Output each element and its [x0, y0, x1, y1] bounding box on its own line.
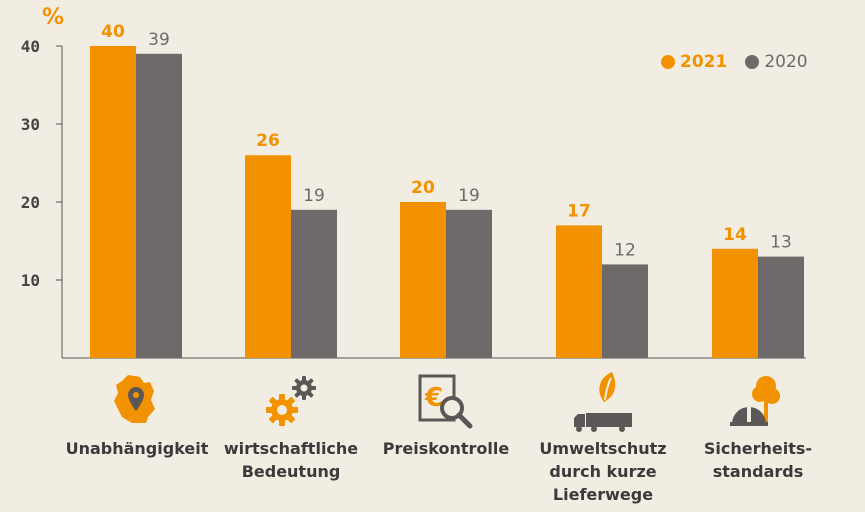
helmet-tree-icon	[730, 376, 780, 426]
category-label-preiskontrolle: Preiskontrolle	[382, 439, 510, 458]
legend-item-2020: 2020	[745, 52, 808, 72]
data-label-2020-4: 13	[770, 233, 792, 253]
y-unit-label: %	[42, 5, 64, 30]
legend: 2021 2020	[661, 52, 826, 72]
data-label-2021-1: 26	[256, 131, 280, 151]
svg-text:€: €	[424, 383, 443, 413]
bar-2021-2	[400, 202, 446, 358]
bar-2020-1	[291, 209, 337, 358]
category-label-umweltschutz: Umweltschutz durch kurze Lieferwege	[539, 439, 667, 504]
bar-2021-4	[712, 248, 758, 358]
bar-2020-0	[136, 53, 182, 359]
y-tick-label: 20	[21, 193, 40, 212]
y-tick-label: 30	[21, 115, 40, 134]
legend-label-2020: 2020	[764, 52, 808, 72]
category-label-wirtschaftliche-bedeutung: wirtschaftliche Bedeutung	[223, 439, 359, 481]
legend-label-2021: 2021	[680, 52, 728, 72]
legend-item-2021: 2021	[661, 52, 727, 72]
bar-2020-4	[758, 256, 804, 358]
euro-magnifier-icon: €	[418, 374, 473, 429]
data-label-2021-0: 40	[101, 22, 125, 42]
bar-2021-0	[90, 46, 136, 358]
category-label-unabhaengigkeit: Unabhängigkeit	[65, 439, 209, 458]
data-label-2021-4: 14	[723, 225, 747, 245]
data-label-2020-1: 19	[303, 186, 325, 206]
data-label-2020-0: 39	[148, 30, 170, 50]
bar-2020-2	[446, 209, 492, 358]
germany-map-pin-icon	[114, 375, 155, 423]
data-label-2021-2: 20	[411, 178, 435, 198]
legend-swatch-2021	[661, 55, 675, 69]
data-label-2020-3: 12	[614, 240, 636, 260]
y-tick-label: 40	[21, 37, 40, 56]
bar-2021-1	[245, 155, 291, 358]
category-label-sicherheitsstandards: Sicherheits- standards	[703, 439, 813, 481]
data-label-2021-3: 17	[567, 201, 591, 221]
y-tick-label: 10	[21, 271, 40, 290]
gears-icon	[266, 376, 316, 426]
legend-swatch-2020	[745, 55, 760, 69]
bar-2020-3	[602, 264, 648, 358]
data-label-2020-2: 19	[458, 186, 480, 206]
leaf-truck-icon	[574, 372, 632, 432]
bar-2021-3	[556, 225, 602, 358]
